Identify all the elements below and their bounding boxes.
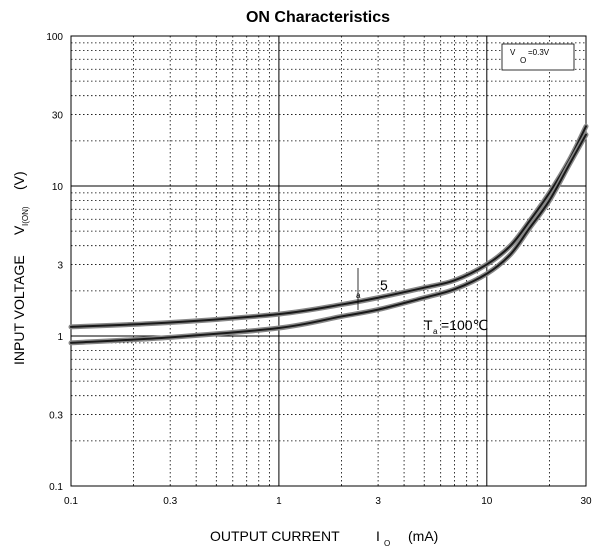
y-axis-label-unit: (V) [11, 171, 27, 190]
x-tick-label: 0.1 [64, 496, 78, 507]
curve-5-label: 5 [380, 277, 388, 293]
y-axis-label: INPUT VOLTAGE V I(ON) (V) [11, 171, 30, 365]
x-axis-label: OUTPUT CURRENT I O (mA) [210, 528, 438, 548]
y-tick-label: 30 [52, 110, 64, 121]
x-tick-label: 30 [580, 496, 592, 507]
x-axis-label-unit: (mA) [408, 528, 438, 544]
y-axis-label-symbol: V [11, 225, 27, 235]
ta-label-subscript: a [433, 327, 438, 336]
y-tick-labels: 0.1 0.3 1 3 10 30 100 [46, 32, 63, 493]
legend-v-value: =0.3V [528, 48, 550, 57]
ta-label-value: =100℃ [441, 317, 488, 333]
series-line-1 [70, 125, 587, 328]
plot-frame [70, 35, 587, 487]
x-tick-label: 0.3 [163, 496, 177, 507]
curve-halo-1 [68, 123, 589, 330]
y-axis-label-subscript: I(ON) [21, 206, 30, 226]
x-axis-label-symbol: I [376, 528, 380, 544]
condition-legend: V =0.3V O [501, 43, 575, 71]
curve-halo-2 [68, 132, 589, 346]
y-tick-label: 100 [46, 32, 63, 43]
y-axis-label-text: INPUT VOLTAGE [11, 255, 27, 365]
x-tick-label: 10 [481, 496, 493, 507]
x-axis-label-text: OUTPUT CURRENT [210, 528, 340, 544]
series-line-2 [70, 133, 587, 344]
curve-5-subscript: a [356, 291, 361, 300]
x-tick-labels: 0.1 0.3 1 3 10 30 [64, 496, 592, 507]
x-axis-label-subscript: O [384, 539, 390, 548]
ta-label-symbol: T [424, 317, 433, 333]
major-grid [71, 36, 586, 486]
minor-grid [71, 36, 586, 486]
chart-title: ON Characteristics [246, 9, 390, 26]
x-tick-label: 1 [276, 496, 282, 507]
x-tick-label: 3 [375, 496, 381, 507]
y-tick-label: 3 [57, 260, 63, 271]
y-tick-label: 0.3 [49, 410, 63, 421]
legend-v-symbol: V [510, 48, 516, 57]
y-tick-label: 1 [57, 332, 63, 343]
legend-v-subscript: O [520, 56, 526, 65]
curves [68, 123, 589, 346]
y-tick-label: 10 [52, 182, 64, 193]
y-tick-label: 0.1 [49, 482, 63, 493]
